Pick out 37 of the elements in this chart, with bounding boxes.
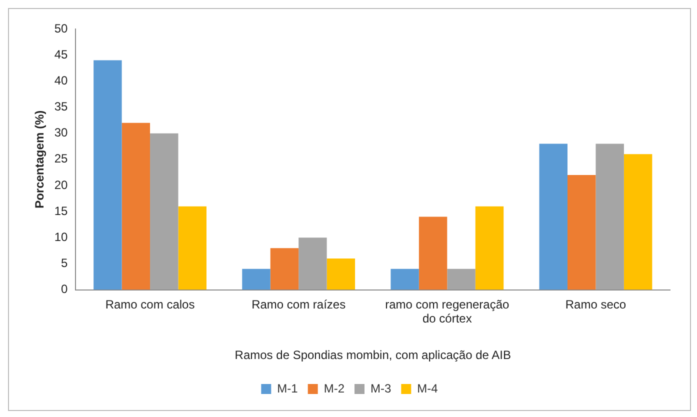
bar	[94, 60, 122, 290]
y-tick-label: 10	[54, 230, 68, 244]
bar	[150, 133, 178, 290]
y-tick-label: 30	[54, 126, 68, 140]
x-tick-label: Ramo com calos	[105, 297, 195, 312]
bar	[242, 268, 270, 290]
bar	[298, 238, 327, 290]
y-axis-title: Porcentagem (%)	[32, 110, 47, 208]
y-tick-label: 45	[54, 47, 68, 62]
bar	[418, 216, 448, 290]
bar	[122, 122, 150, 290]
y-tick-label: 15	[54, 204, 68, 218]
x-tick-label: Ramo com raízes	[252, 297, 346, 312]
legend-label: M-3	[370, 381, 392, 396]
bar	[326, 258, 356, 290]
y-tick-label: 0	[61, 282, 68, 296]
y-tick-label: 35	[54, 100, 68, 114]
y-tick-label: 20	[54, 178, 68, 192]
bar	[178, 206, 206, 290]
bar	[390, 268, 419, 290]
legend-label: M-4	[417, 381, 438, 396]
bar	[624, 154, 652, 290]
x-tick-label: Ramo seco	[565, 297, 626, 312]
bar	[567, 175, 596, 290]
bar	[447, 268, 476, 290]
y-tick-label: 50	[54, 21, 68, 36]
x-tick-label: ramo com regeneração do córtex	[385, 297, 510, 326]
y-tick-label: 40	[54, 73, 68, 88]
y-tick-label: 5	[61, 256, 68, 270]
bar	[539, 144, 568, 290]
bar	[475, 206, 504, 290]
x-axis-title: Ramos de Spondias mombin, com aplicação de AIB	[234, 348, 511, 362]
legend-label: M-2	[324, 381, 345, 396]
bar	[270, 248, 299, 290]
y-tick-label: 25	[54, 152, 68, 166]
legend-label: M-1	[277, 381, 298, 396]
bar	[596, 144, 624, 290]
